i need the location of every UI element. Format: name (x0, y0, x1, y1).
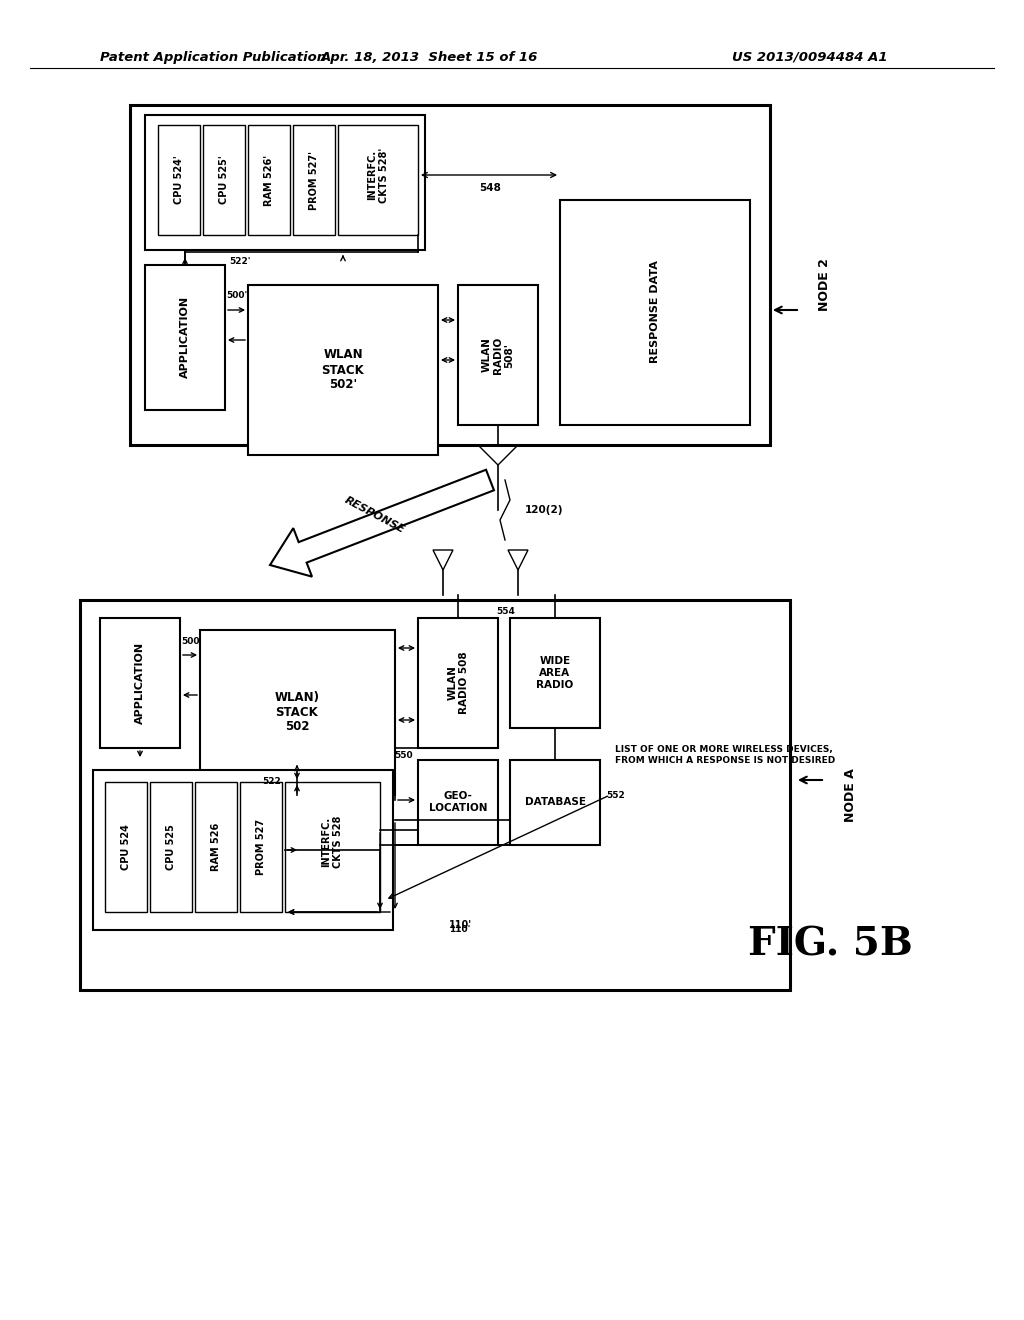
Bar (560, 201, 750, 425)
Text: RAM 526': RAM 526' (264, 154, 274, 206)
Text: CPU 524': CPU 524' (174, 156, 184, 205)
Text: DATABASE: DATABASE (524, 797, 586, 807)
Text: 554: 554 (497, 607, 515, 616)
Bar (145, 115, 425, 249)
Bar (150, 781, 193, 912)
Text: 522': 522' (229, 257, 251, 267)
Bar (248, 125, 290, 235)
Text: INTERFC.
CKTS 528: INTERFC. CKTS 528 (322, 816, 343, 869)
Text: CPU 525: CPU 525 (166, 824, 176, 870)
Text: APPLICATION: APPLICATION (180, 296, 190, 378)
Bar (418, 618, 498, 748)
Bar (510, 760, 600, 845)
Text: FIG. 5B: FIG. 5B (748, 927, 912, 964)
Text: GEO-
LOCATION: GEO- LOCATION (429, 791, 487, 813)
Bar (200, 630, 395, 795)
Bar (458, 285, 538, 425)
Text: WLAN)
STACK
502: WLAN) STACK 502 (274, 690, 319, 734)
Bar (195, 781, 237, 912)
Bar (203, 125, 245, 235)
Bar (130, 106, 770, 445)
Text: RESPONSE DATA: RESPONSE DATA (650, 260, 660, 363)
Text: RESPONSE: RESPONSE (343, 495, 407, 535)
Bar (240, 781, 282, 912)
Text: APPLICATION: APPLICATION (135, 642, 145, 725)
Bar (248, 285, 438, 455)
Text: CPU 525': CPU 525' (219, 156, 229, 205)
Text: WLAN
RADIO
508': WLAN RADIO 508' (481, 337, 515, 374)
Text: WLAN
STACK
502': WLAN STACK 502' (322, 348, 365, 392)
Bar (93, 770, 393, 931)
Text: NODE 2: NODE 2 (818, 259, 831, 312)
Text: 110': 110' (449, 920, 472, 931)
Bar (145, 265, 225, 411)
Bar (338, 125, 418, 235)
Bar (418, 760, 498, 845)
Text: WIDE
AREA
RADIO: WIDE AREA RADIO (537, 656, 573, 689)
Text: US 2013/0094484 A1: US 2013/0094484 A1 (732, 50, 888, 63)
Text: 552: 552 (606, 791, 625, 800)
Text: 550: 550 (394, 751, 413, 759)
FancyArrow shape (270, 470, 494, 577)
Bar (100, 618, 180, 748)
Text: NODE A: NODE A (844, 768, 856, 822)
Text: 522: 522 (262, 777, 282, 787)
Text: LIST OF ONE OR MORE WIRELESS DEVICES,
FROM WHICH A RESPONSE IS NOT DESIRED: LIST OF ONE OR MORE WIRELESS DEVICES, FR… (615, 746, 836, 764)
Bar (80, 601, 790, 990)
Bar (285, 781, 380, 912)
Bar (105, 781, 147, 912)
Text: Patent Application Publication: Patent Application Publication (100, 50, 326, 63)
Text: WLAN
RADIO 508: WLAN RADIO 508 (447, 652, 469, 714)
Text: PROM 527': PROM 527' (309, 150, 319, 210)
Text: 548: 548 (479, 183, 501, 193)
Text: CPU 524: CPU 524 (121, 824, 131, 870)
Text: 120(2): 120(2) (525, 506, 563, 515)
Text: 500: 500 (181, 638, 200, 647)
Text: 500': 500' (226, 292, 248, 301)
Text: RAM 526: RAM 526 (211, 822, 221, 871)
Bar (158, 125, 200, 235)
Text: Apr. 18, 2013  Sheet 15 of 16: Apr. 18, 2013 Sheet 15 of 16 (322, 50, 539, 63)
Bar (293, 125, 335, 235)
Text: INTERFC.
CKTS 528': INTERFC. CKTS 528' (368, 148, 389, 203)
Bar (510, 618, 600, 729)
Text: 110': 110' (450, 925, 471, 935)
Text: PROM 527: PROM 527 (256, 818, 266, 875)
